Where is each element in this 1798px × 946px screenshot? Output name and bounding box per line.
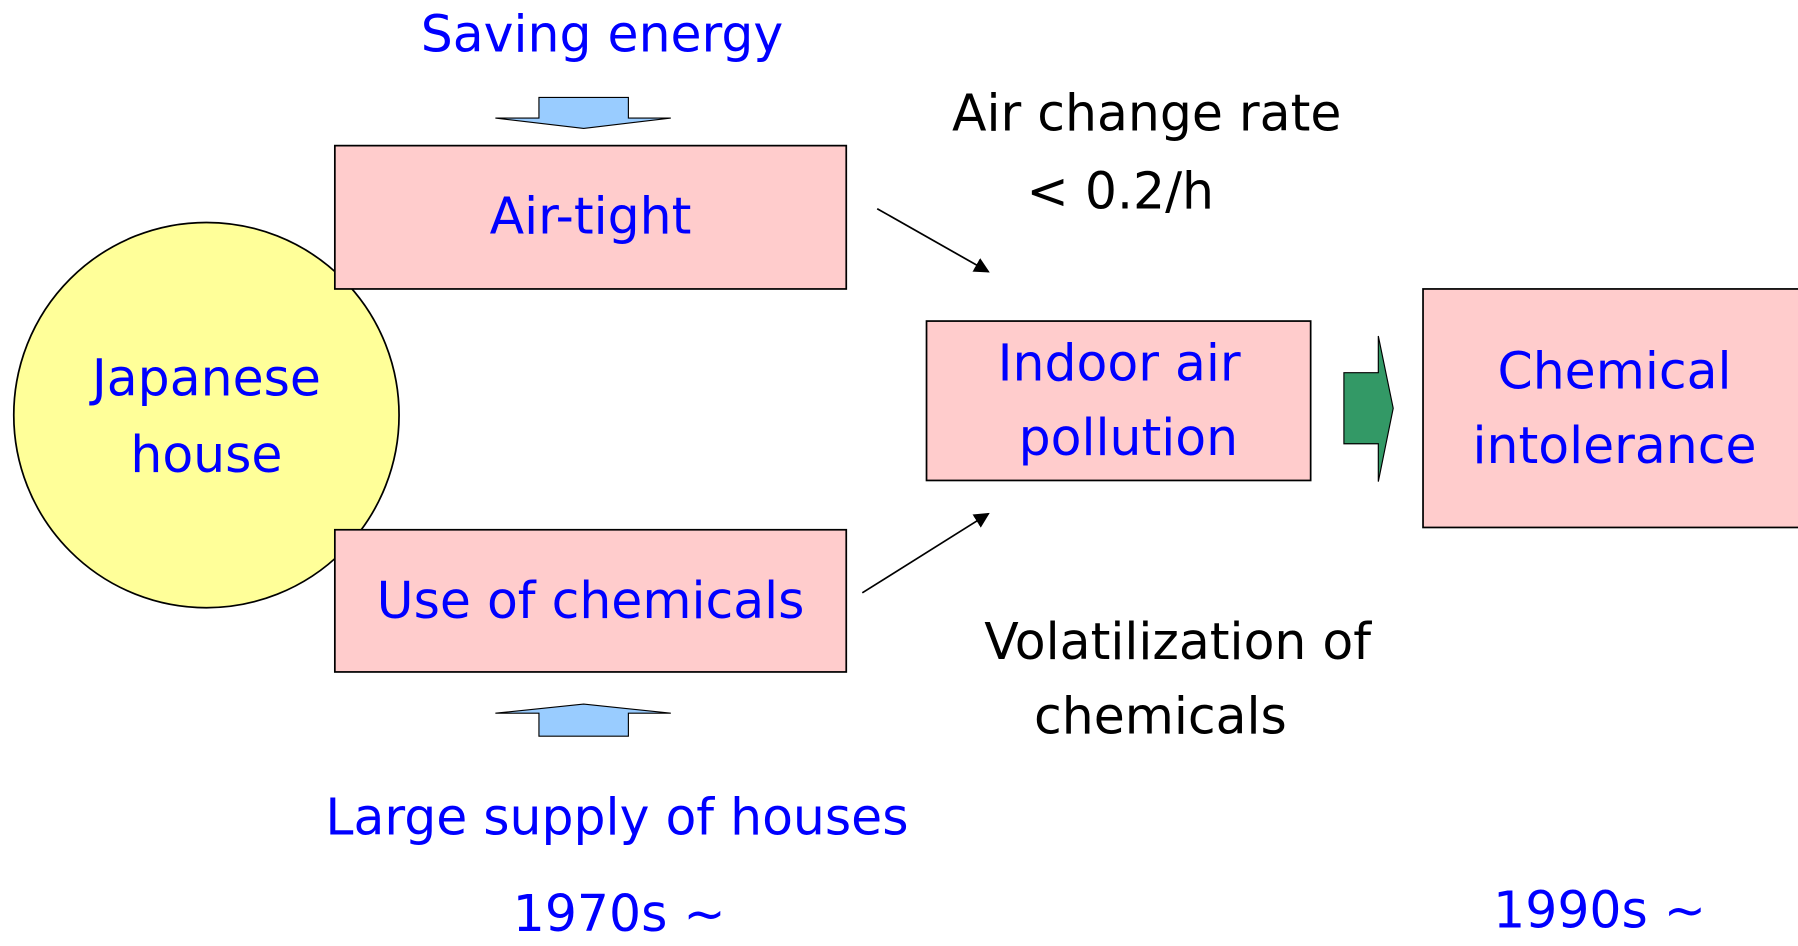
label: Volatilization of <box>984 612 1372 671</box>
green-arrow <box>1343 335 1394 482</box>
label: 1970s ~ <box>513 884 726 943</box>
chemicals-box <box>333 528 848 673</box>
pollution-box <box>925 320 1312 482</box>
label: Use of chemicals <box>377 571 805 630</box>
label: Saving energy <box>421 4 784 63</box>
label: intolerance <box>1473 416 1757 475</box>
label: < 0.2/h <box>1027 161 1214 220</box>
connector-arrow <box>876 207 990 273</box>
air-tight-box <box>333 144 848 290</box>
intolerance-box <box>1422 288 1798 529</box>
down-arrow <box>495 96 671 130</box>
label: Air change rate <box>952 83 1341 142</box>
label: 1990s ~ <box>1493 880 1706 939</box>
label: Large supply of houses <box>325 788 908 847</box>
house-circle <box>12 221 400 609</box>
label: Chemical <box>1498 341 1732 400</box>
label: house <box>130 425 282 484</box>
connector-arrow <box>861 512 990 594</box>
label: pollution <box>1019 408 1238 467</box>
label: chemicals <box>1034 687 1287 746</box>
label: Indoor air <box>998 333 1241 392</box>
up-arrow <box>495 703 671 737</box>
label: Japanese <box>89 348 321 407</box>
label: Air-tight <box>490 187 692 246</box>
